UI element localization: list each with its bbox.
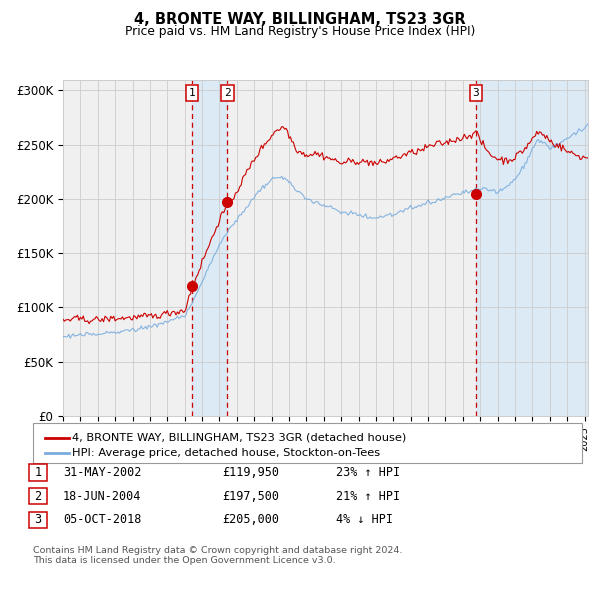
Bar xyxy=(476,80,588,416)
Text: 21% ↑ HPI: 21% ↑ HPI xyxy=(336,490,400,503)
Text: 1: 1 xyxy=(188,88,196,98)
Text: 2: 2 xyxy=(34,490,41,503)
Text: 18-JUN-2004: 18-JUN-2004 xyxy=(63,490,142,503)
Bar xyxy=(192,80,227,416)
Text: £119,950: £119,950 xyxy=(222,466,279,479)
Text: 23% ↑ HPI: 23% ↑ HPI xyxy=(336,466,400,479)
Text: 4, BRONTE WAY, BILLINGHAM, TS23 3GR: 4, BRONTE WAY, BILLINGHAM, TS23 3GR xyxy=(134,12,466,27)
Text: 4% ↓ HPI: 4% ↓ HPI xyxy=(336,513,393,526)
Text: 3: 3 xyxy=(34,513,41,526)
Text: HPI: Average price, detached house, Stockton-on-Tees: HPI: Average price, detached house, Stoc… xyxy=(72,448,380,458)
Text: 3: 3 xyxy=(472,88,479,98)
Text: 2: 2 xyxy=(224,88,231,98)
Text: Contains HM Land Registry data © Crown copyright and database right 2024.
This d: Contains HM Land Registry data © Crown c… xyxy=(33,546,403,565)
Text: 31-MAY-2002: 31-MAY-2002 xyxy=(63,466,142,479)
Text: 4, BRONTE WAY, BILLINGHAM, TS23 3GR (detached house): 4, BRONTE WAY, BILLINGHAM, TS23 3GR (det… xyxy=(72,433,406,442)
Text: £197,500: £197,500 xyxy=(222,490,279,503)
Text: Price paid vs. HM Land Registry's House Price Index (HPI): Price paid vs. HM Land Registry's House … xyxy=(125,25,475,38)
Text: 1: 1 xyxy=(34,466,41,479)
Text: £205,000: £205,000 xyxy=(222,513,279,526)
Text: 05-OCT-2018: 05-OCT-2018 xyxy=(63,513,142,526)
